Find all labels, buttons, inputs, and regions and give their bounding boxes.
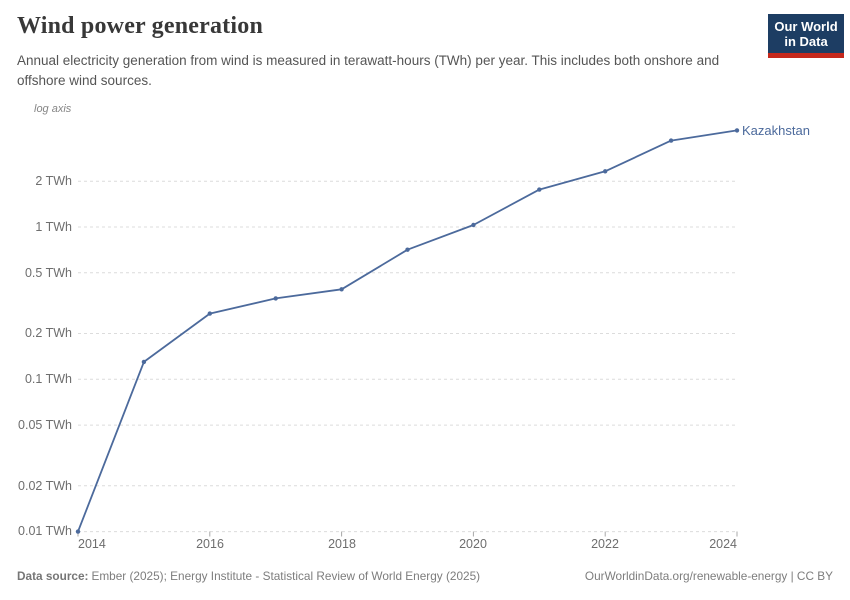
y-tick-label: 0.1 TWh [24,372,72,386]
data-point[interactable] [734,128,740,133]
y-tick-label: 0.2 TWh [24,326,72,340]
footer-link[interactable]: OurWorldinData.org/renewable-energy | CC… [584,569,833,583]
y-tick-label: 0.05 TWh [18,418,72,432]
x-tick-label: 2024 [709,537,737,551]
owid-logo-line2: in Data [784,34,828,49]
data-point[interactable] [207,311,212,316]
datasource-label: Data source: [17,569,89,583]
y-tick-label: 0.02 TWh [18,479,72,493]
footer-datasource: Data source: Ember (2025); Energy Institu… [17,569,480,583]
data-point[interactable] [405,247,410,252]
log-axis-note: log axis [34,103,72,115]
owid-logo-line1: Our World [774,19,838,34]
datasource-text: Ember (2025); Energy Institute - Statist… [91,569,481,583]
x-tick-label: 2016 [196,537,224,551]
y-tick-label: 1 TWh [35,220,72,234]
data-point[interactable] [603,169,608,174]
y-tick-label: 2 TWh [35,174,72,188]
owid-logo[interactable]: Our World in Data [768,14,844,58]
data-point[interactable] [537,187,542,192]
data-point[interactable] [75,529,81,534]
series-label-kazakhstan[interactable]: Kazakhstan [742,123,810,138]
data-point[interactable] [471,222,476,228]
chart-subtitle: Annual electricity generation from wind … [17,53,720,88]
x-tick-label: 2014 [78,537,106,551]
x-tick-label: 2022 [591,537,619,551]
x-tick-label: 2018 [328,537,356,551]
data-series-kazakhstan[interactable] [75,128,740,534]
data-point[interactable] [273,296,278,301]
series-line[interactable] [77,129,738,533]
y-tick-label: 0.5 TWh [24,266,72,280]
y-tick-label: 0.01 TWh [18,524,72,538]
page-title: Wind power generation [17,13,263,39]
data-point[interactable] [141,359,147,365]
data-point[interactable] [668,138,674,143]
x-tick-label: 2020 [459,537,487,551]
data-point[interactable] [339,287,344,292]
